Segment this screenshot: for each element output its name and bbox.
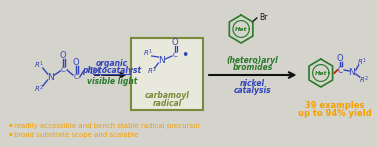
Text: organic: organic [96,59,128,67]
Text: C: C [173,52,177,58]
FancyBboxPatch shape [131,38,203,110]
Text: nickel: nickel [240,78,265,87]
Text: N: N [158,56,165,65]
Text: catalysis: catalysis [234,86,271,95]
Text: •: • [8,130,14,140]
Text: broad substrate scope and scalable: broad substrate scope and scalable [14,132,138,138]
Text: $R^1$: $R^1$ [143,47,153,59]
Text: OH: OH [88,66,100,76]
Text: visible light: visible light [87,76,137,86]
Text: C: C [338,66,343,75]
Text: O: O [60,51,67,60]
Text: readily accessible and bench stable radical precursor: readily accessible and bench stable radi… [14,123,200,129]
Text: O: O [172,37,178,46]
Text: N: N [349,67,355,76]
Text: Het: Het [314,71,327,76]
Text: (hetero)aryl: (hetero)aryl [227,56,279,65]
Text: $R^1$: $R^1$ [34,59,44,71]
Text: O: O [73,57,79,66]
Text: photocatalyst: photocatalyst [82,66,141,75]
Text: $R^2$: $R^2$ [34,83,44,95]
Text: N: N [47,72,54,81]
Text: up to 94% yield: up to 94% yield [297,110,371,118]
Text: 39 examples: 39 examples [305,101,364,110]
Text: Br: Br [260,12,268,21]
Text: •: • [181,49,188,61]
Text: radical: radical [153,98,182,107]
Text: C: C [73,74,78,80]
Text: $R^1$: $R^1$ [357,56,367,68]
Text: •: • [8,121,14,131]
Text: $R^2$: $R^2$ [359,74,369,86]
Text: bromides: bromides [232,62,273,71]
Text: C: C [61,67,65,73]
Text: carbamoyl: carbamoyl [145,91,190,100]
Text: Het: Het [235,26,247,31]
Text: $R^2$: $R^2$ [147,65,156,77]
Text: O: O [337,54,344,62]
